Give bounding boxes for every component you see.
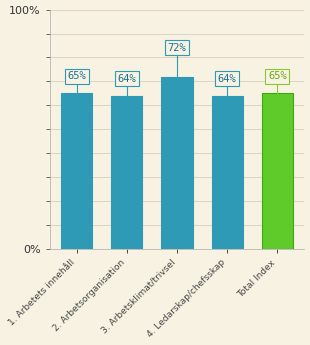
Bar: [111, 96, 142, 249]
Text: 65%: 65%: [67, 71, 86, 81]
Bar: [162, 77, 193, 249]
Text: 64%: 64%: [218, 74, 237, 84]
Bar: [61, 93, 92, 249]
Text: 72%: 72%: [168, 43, 186, 53]
Text: 65%: 65%: [268, 71, 287, 81]
Bar: [212, 96, 243, 249]
Text: 64%: 64%: [117, 74, 136, 84]
Bar: [262, 93, 293, 249]
